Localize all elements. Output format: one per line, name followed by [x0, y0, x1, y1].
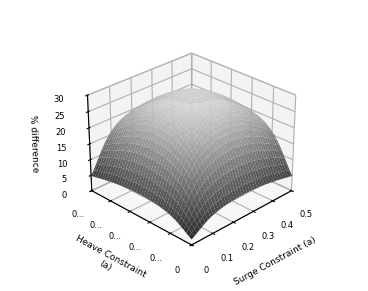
X-axis label: Surge Constraint (a): Surge Constraint (a)	[233, 235, 318, 287]
Y-axis label: Heave Constraint
(a): Heave Constraint (a)	[69, 234, 148, 289]
